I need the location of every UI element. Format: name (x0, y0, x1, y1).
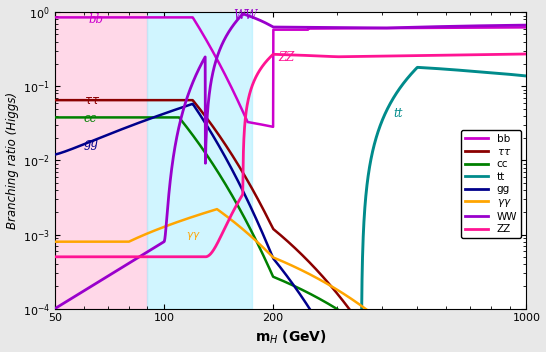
Bar (147, 12, 252, 309)
Text: $\tau\tau$: $\tau\tau$ (84, 94, 100, 107)
Text: ZZ: ZZ (278, 51, 295, 64)
Text: tt: tt (394, 107, 403, 120)
X-axis label: $\mathbf{m}_{H}$ $\mathbf{(GeV)}$: $\mathbf{m}_{H}$ $\mathbf{(GeV)}$ (255, 329, 327, 346)
Text: bb: bb (89, 13, 104, 26)
Legend: bb, $\tau\tau$, cc, tt, gg, $\gamma\gamma$, WW, ZZ: bb, $\tau\tau$, cc, tt, gg, $\gamma\gamm… (461, 130, 521, 238)
Text: cc: cc (84, 112, 97, 125)
Y-axis label: Branching ratio (Higgs): Branching ratio (Higgs) (5, 92, 19, 229)
Text: $\gamma\gamma$: $\gamma\gamma$ (186, 230, 201, 242)
Text: WW: WW (233, 10, 257, 22)
Text: gg: gg (84, 137, 99, 150)
Bar (55, 12, 147, 309)
